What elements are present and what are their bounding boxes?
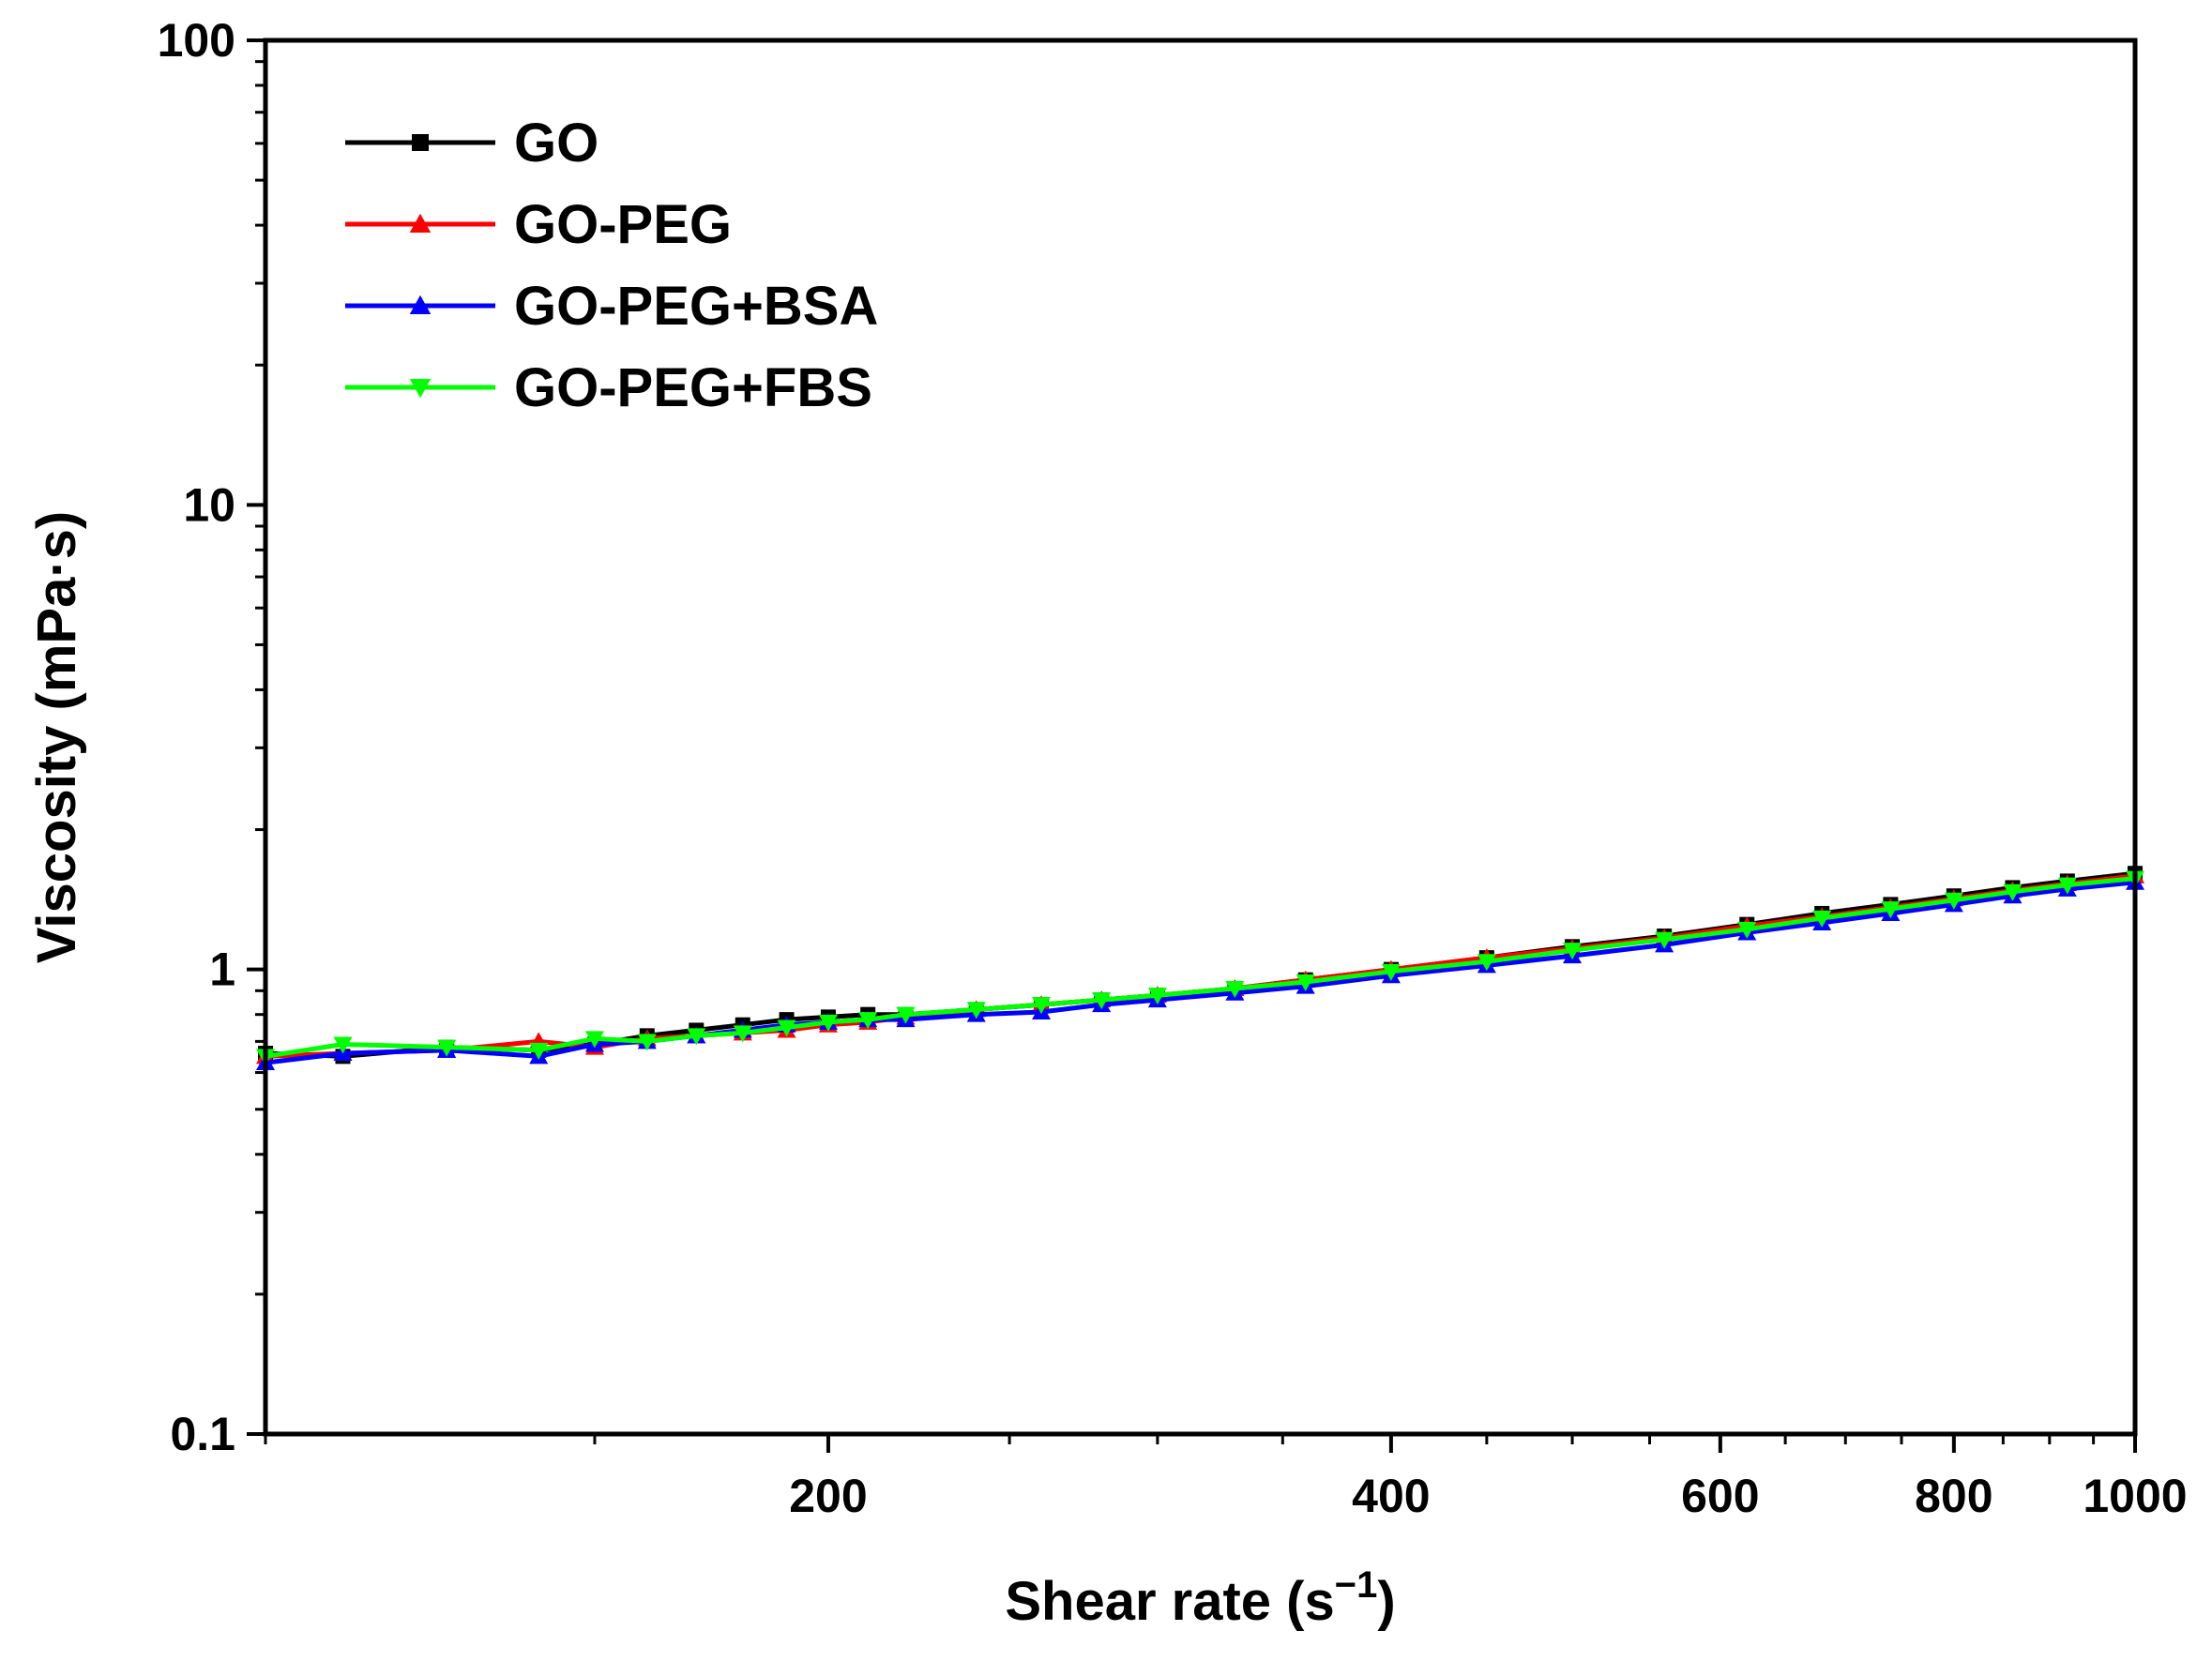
legend-item-go: GO [345,113,598,174]
x-tick-label: 800 [1915,1470,1992,1522]
legend-item-go-peg-fbs: GO-PEG+FBS [345,357,872,418]
data-point-go-peg-fbs [333,1036,353,1054]
legend-marker-go-peg-fbs [409,379,432,399]
major-ticks [247,38,2137,1453]
legend-item-go-peg-bsa: GO-PEG+BSA [345,276,878,337]
minor-ticks [255,60,2096,1444]
data-point-go-peg-fbs [966,1002,986,1019]
y-axis-title: Viscosity (mPa·s) [26,511,87,963]
series-go-peg [256,866,2144,1065]
series-layer [256,866,2144,1071]
data-point-go-peg-fbs [1563,943,1583,960]
y-tick-label: 1 [209,944,235,996]
data-point-go-peg-fbs [2057,877,2077,895]
data-point-go-peg-fbs [1225,980,1245,998]
data-point-go-peg-fbs [1944,892,1963,910]
series-go-peg-fbs [256,870,2144,1066]
data-point-go-peg-fbs [896,1006,916,1024]
data-point-go-peg-fbs [584,1031,604,1049]
data-point-go-peg-fbs [1812,910,1832,928]
data-point-go-peg-fbs [777,1019,796,1037]
data-point-go-peg-fbs [858,1012,878,1030]
y-tick-label: 10 [183,478,235,531]
legend-item-go-peg: GO-PEG [345,194,732,255]
data-point-go-peg-fbs [637,1034,657,1051]
series-go [258,866,2143,1065]
legend-label-go-peg-bsa: GO-PEG+BSA [514,276,878,337]
data-point-go-peg-fbs [437,1039,457,1057]
data-point-go-peg-fbs [733,1025,752,1043]
data-point-go-peg-fbs [1295,974,1315,991]
series-line-go-peg [265,873,2136,1059]
data-point-go-peg-fbs [1032,997,1052,1015]
data-point-go-peg-fbs [1737,921,1757,939]
data-point-go-peg-fbs [2003,883,2023,901]
legend: GO GO-PEG GO-PEG+BSA GO-PEG+FBS [345,113,878,418]
x-tick-label: 1000 [2083,1470,2187,1522]
x-tick-label: 400 [1352,1470,1430,1522]
legend-marker-go-peg [409,213,432,233]
series-line-go [265,870,2136,1059]
data-point-go-peg-fbs [1881,901,1901,919]
data-point-go-peg-fbs [1477,954,1496,972]
data-point-go-peg-fbs [1147,988,1167,1005]
legend-label-go-peg-fbs: GO-PEG+FBS [514,357,872,418]
data-point-go-peg-fbs [529,1042,549,1060]
data-point-go-peg-fbs [687,1028,706,1046]
plot-frame [263,38,2138,1437]
legend-marker-go-peg-bsa [409,294,432,314]
x-tick-label: 600 [1681,1470,1759,1522]
data-point-go-peg-fbs [1092,992,1112,1010]
legend-marker-go [412,134,429,151]
y-tick-label: 100 [158,14,235,67]
x-tick-label: 200 [789,1470,867,1522]
legend-label-go: GO [514,113,598,174]
legend-label-go-peg: GO-PEG [514,194,732,255]
tick-labels: 0.1 1 10 100 200 400 600 800 1000 [158,14,2188,1522]
data-point-go-peg-fbs [818,1014,838,1032]
series-line-go-peg-fbs [265,876,2136,1059]
x-axis-title: Shear rate (s−1) [1005,1564,1395,1632]
y-tick-label: 0.1 [170,1408,235,1460]
data-point-go-peg-fbs [1381,963,1401,981]
data-point-go-peg-fbs [1655,931,1674,949]
